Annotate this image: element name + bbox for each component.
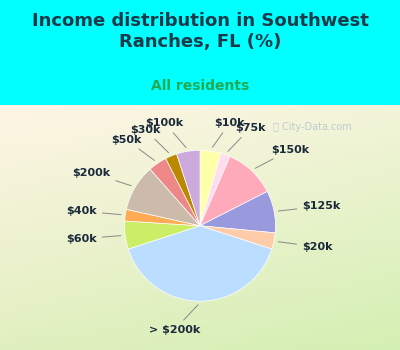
Wedge shape bbox=[124, 221, 200, 249]
Text: $50k: $50k bbox=[111, 135, 154, 160]
Text: $20k: $20k bbox=[278, 242, 332, 252]
Wedge shape bbox=[150, 159, 200, 226]
Text: ⓘ City-Data.com: ⓘ City-Data.com bbox=[273, 122, 351, 132]
Wedge shape bbox=[200, 150, 221, 226]
Text: $125k: $125k bbox=[278, 201, 340, 211]
Wedge shape bbox=[126, 169, 200, 226]
Text: $30k: $30k bbox=[130, 125, 168, 153]
Text: $100k: $100k bbox=[146, 118, 186, 148]
Text: $150k: $150k bbox=[255, 145, 310, 168]
Text: All residents: All residents bbox=[151, 79, 249, 93]
Wedge shape bbox=[200, 153, 230, 226]
Text: $40k: $40k bbox=[66, 206, 121, 216]
Wedge shape bbox=[125, 209, 200, 226]
Wedge shape bbox=[200, 156, 267, 226]
Wedge shape bbox=[200, 226, 275, 249]
Wedge shape bbox=[166, 154, 200, 226]
Text: $60k: $60k bbox=[66, 234, 121, 244]
Wedge shape bbox=[200, 191, 276, 233]
Wedge shape bbox=[128, 226, 272, 301]
Text: Income distribution in Southwest
Ranches, FL (%): Income distribution in Southwest Ranches… bbox=[32, 12, 368, 51]
Wedge shape bbox=[177, 150, 200, 226]
Text: $10k: $10k bbox=[212, 118, 245, 147]
Text: > $200k: > $200k bbox=[149, 305, 200, 335]
Text: $200k: $200k bbox=[72, 168, 131, 186]
Text: $75k: $75k bbox=[228, 123, 266, 151]
